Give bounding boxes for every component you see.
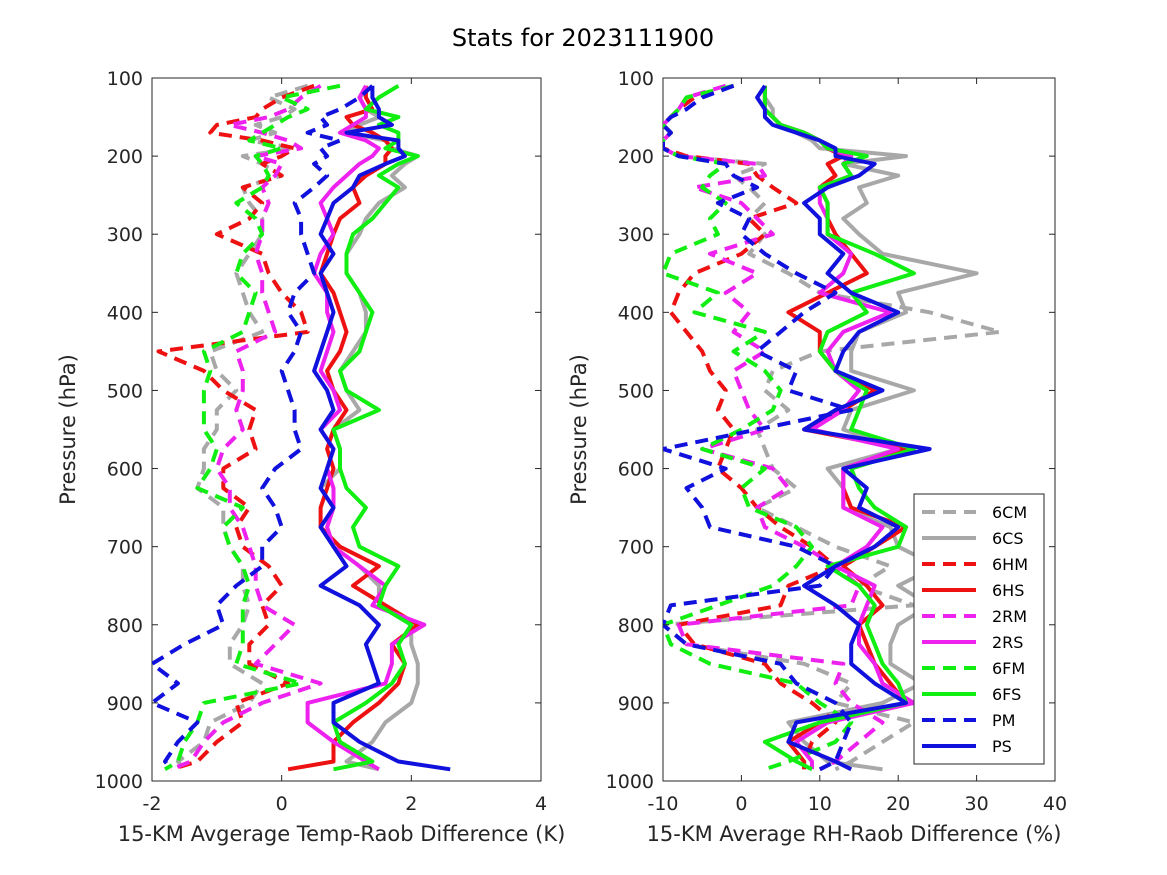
chart-title: Stats for 2023111900	[452, 24, 714, 52]
x-tick-label: 0	[735, 793, 747, 815]
temp-difference-panel: -2 0 2 4 100 200 300 400 500 600 700 800 900 1000 15-K…	[56, 68, 565, 846]
y-tick-label: 100	[107, 68, 143, 90]
axes-box	[151, 77, 542, 782]
x-tick-label: 0	[276, 793, 288, 815]
x-tick-label: 4	[535, 793, 547, 815]
y-tick-label: 700	[107, 537, 143, 559]
series-line-ps	[755, 84, 932, 772]
series-group	[663, 83, 1003, 772]
legend-label-6hs: 6HS	[992, 581, 1024, 600]
series-line-ps	[312, 85, 451, 772]
series-line-2rs	[305, 84, 427, 772]
legend-label-6fs: 6FS	[992, 685, 1021, 704]
y-tick-label: 300	[618, 224, 654, 246]
y-tick-label: 300	[107, 224, 143, 246]
legend-label-6cs: 6CS	[992, 529, 1024, 548]
y-tick-label: 200	[107, 146, 143, 168]
series-line-2rm	[170, 84, 323, 772]
y-tick-label: 500	[107, 380, 143, 402]
x-axis-label: 15-KM Average RH-Raob Difference (%)	[647, 822, 1062, 846]
y-tick-label: 500	[618, 380, 654, 402]
legend-label-2rs: 2RS	[992, 633, 1023, 652]
legend-label-6cm: 6CM	[992, 503, 1027, 522]
y-tick-label: 400	[107, 302, 143, 324]
series-group	[152, 83, 451, 772]
y-axis-label: Pressure (hPa)	[567, 354, 591, 505]
x-tick-label: 2	[405, 793, 417, 815]
y-tick-label: 1000	[606, 771, 654, 793]
y-axis-label: Pressure (hPa)	[56, 354, 80, 505]
series-line-6hm	[156, 83, 315, 772]
y-tick-label: 1000	[95, 771, 143, 793]
series-line-6fm	[663, 83, 854, 772]
legend-label-2rm: 2RM	[992, 607, 1027, 626]
x-tick-label: 30	[965, 793, 989, 815]
y-tick-label: 200	[618, 146, 654, 168]
y-tick-label: 800	[618, 615, 654, 637]
y-tick-label: 900	[107, 693, 143, 715]
series-line-6fm	[163, 83, 341, 772]
x-tick-label: -10	[647, 793, 678, 815]
series-line-2rm	[663, 83, 885, 772]
x-tick-label: 20	[886, 793, 910, 815]
legend: 6CM 6CS 6HM 6HS 2RM 2RS 6FM 6FS PM PS	[913, 493, 1045, 765]
y-tick-label: 700	[618, 537, 654, 559]
legend-label-6hm: 6HM	[992, 555, 1028, 574]
y-tick-label: 100	[618, 68, 654, 90]
y-tick-label: 800	[107, 615, 143, 637]
series-line-6cs	[762, 85, 979, 772]
y-tick-label: 600	[107, 459, 143, 481]
y-tick-label: 400	[618, 302, 654, 324]
x-tick-label: 10	[808, 793, 832, 815]
legend-label-pm: PM	[992, 711, 1015, 730]
legend-label-ps: PS	[992, 737, 1012, 756]
series-line-6fs	[331, 84, 420, 772]
x-axis-label: 15-KM Avgerage Temp-Raob Difference (K)	[118, 822, 566, 846]
y-tick-label: 900	[618, 693, 654, 715]
series-line-6hm	[663, 83, 838, 770]
x-tick-label: 40	[1043, 793, 1067, 815]
legend-label-6fm: 6FM	[992, 659, 1025, 678]
series-line-pm	[152, 84, 374, 771]
x-tick-label: -2	[143, 793, 162, 815]
y-tick-label: 600	[618, 459, 654, 481]
legend-box	[913, 493, 1045, 765]
